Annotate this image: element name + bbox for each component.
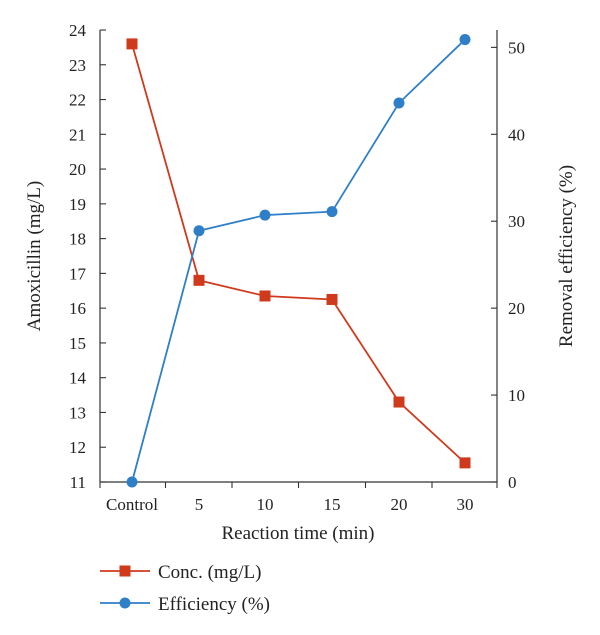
- efficiency-data-point: [326, 206, 338, 218]
- left-tick-label: 11: [70, 473, 86, 492]
- efficiency-data-point: [126, 476, 138, 488]
- legend-label-efficiency: Efficiency (%): [158, 594, 270, 615]
- left-tick-label: 17: [69, 264, 87, 283]
- efficiency-data-point: [459, 34, 471, 46]
- x-tick-label: 5: [195, 495, 204, 514]
- left-tick-label: 24: [69, 21, 87, 40]
- right-ticks-group: 0 10 20 30 40 50: [491, 38, 525, 492]
- right-axis-title: Removal efficiency (%): [556, 165, 577, 347]
- conc-data-point: [459, 457, 471, 469]
- right-tick-label: 50: [508, 38, 525, 57]
- left-tick-label: 18: [69, 230, 86, 249]
- left-tick-label: 19: [69, 195, 86, 214]
- x-tick-label: Control: [106, 495, 158, 514]
- x-tick-label: 15: [324, 495, 341, 514]
- left-tick-label: 13: [69, 403, 86, 422]
- right-tick-label: 30: [508, 212, 525, 231]
- left-axis-title: Amoxicillin (mg/L): [24, 181, 45, 331]
- series-group: [126, 34, 471, 488]
- left-tick-label: 15: [69, 334, 86, 353]
- conc-data-point: [326, 293, 338, 305]
- conc-data-point: [193, 274, 205, 286]
- series-line-conc: [131, 43, 466, 464]
- x-axis-title: Reaction time (min): [221, 523, 374, 544]
- right-tick-label: 0: [508, 473, 517, 492]
- left-tick-label: 14: [69, 369, 87, 388]
- left-tick-label: 21: [69, 125, 86, 144]
- legend-item-efficiency: Efficiency (%): [100, 594, 270, 615]
- efficiency-data-point: [193, 225, 205, 237]
- axes-group: [99, 30, 498, 483]
- legend-marker-square: [119, 565, 131, 577]
- efficiency-data-point: [259, 209, 271, 221]
- x-tick-label: 20: [391, 495, 408, 514]
- conc-data-point: [259, 290, 271, 302]
- legend: Conc. (mg/L) Efficiency (%): [100, 562, 270, 615]
- legend-item-conc: Conc. (mg/L): [100, 562, 261, 583]
- x-tick-label: 30: [457, 495, 474, 514]
- left-tick-label: 16: [69, 299, 86, 318]
- series-line-efficiency: [131, 38, 466, 483]
- left-ticks-group: 11 12 13 14 15 16 17 18 19 20 21 22 23 24: [69, 21, 106, 492]
- x-ticks-group: Control 5 10 15 20 30: [99, 482, 498, 514]
- conc-data-point: [126, 38, 138, 50]
- x-tick-label: 10: [257, 495, 274, 514]
- right-tick-label: 20: [508, 299, 525, 318]
- right-tick-label: 40: [508, 125, 525, 144]
- legend-label-conc: Conc. (mg/L): [158, 562, 261, 583]
- left-tick-label: 22: [69, 91, 86, 110]
- left-tick-label: 23: [69, 56, 86, 75]
- left-tick-label: 20: [69, 160, 86, 179]
- conc-data-point: [393, 396, 405, 408]
- right-tick-label: 10: [508, 386, 525, 405]
- legend-marker-circle: [119, 597, 131, 609]
- efficiency-data-point: [393, 97, 405, 109]
- left-tick-label: 12: [69, 438, 86, 457]
